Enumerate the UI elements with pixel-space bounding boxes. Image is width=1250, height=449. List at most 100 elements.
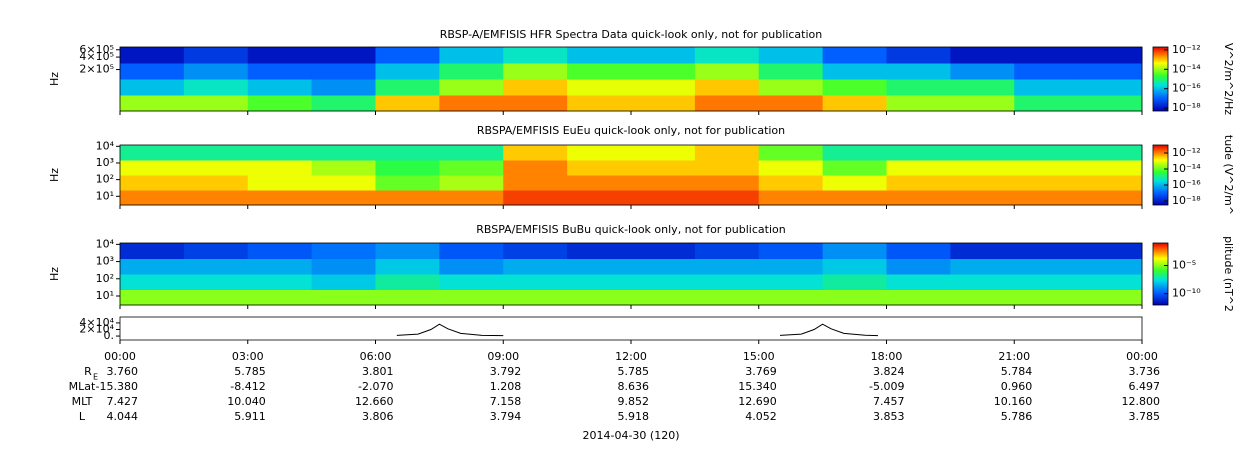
heatmap-cell <box>631 175 696 191</box>
ephemeris-value: 3.794 <box>490 410 522 423</box>
heatmap-cell <box>1078 47 1143 64</box>
heatmap-cell <box>1078 175 1143 191</box>
y-axis-label: Hz <box>48 72 61 86</box>
heatmap-cell <box>567 274 632 290</box>
heatmap-cell <box>1078 95 1143 112</box>
colorbar <box>1152 46 1169 112</box>
heatmap-cell <box>822 63 887 80</box>
ephemeris-value: 1.208 <box>490 380 522 393</box>
colorbar-label: tude (V^2/m^ <box>1222 135 1235 215</box>
heatmap-cell <box>758 274 824 290</box>
ephemeris-row-label: R <box>84 365 92 378</box>
ephemeris-value: 0.960 <box>1001 380 1033 393</box>
y-tick-label: 2×10⁴ <box>79 322 114 335</box>
heatmap-cell <box>183 63 249 80</box>
heatmap-cell <box>439 190 504 206</box>
heatmap-cell <box>631 79 696 96</box>
heatmap-cell <box>1014 145 1079 161</box>
heatmap-cell <box>439 160 504 176</box>
heatmap-cell <box>822 243 887 259</box>
heatmap-cell <box>694 243 760 259</box>
heatmap-cell <box>503 145 568 161</box>
heatmap-cell <box>311 175 376 191</box>
y-tick-label: 10¹ <box>96 289 114 302</box>
heatmap-cell <box>375 79 440 96</box>
y-axis-label: Hz <box>48 168 61 182</box>
heatmap-cell <box>822 258 887 275</box>
heatmap-cell <box>567 47 632 64</box>
heatmap-cell <box>375 274 440 290</box>
heatmap-cell <box>822 289 887 306</box>
heatmap-cell <box>503 190 568 206</box>
colorbar-tick-label: 10⁻¹² <box>1172 146 1201 159</box>
heatmap-cell <box>631 160 696 176</box>
heatmap-cell <box>439 175 504 191</box>
heatmap-cell <box>247 95 313 112</box>
ephemeris-value: 4.052 <box>745 410 777 423</box>
heatmap-cell <box>247 175 313 191</box>
heatmap-cell <box>758 145 824 161</box>
x-tick-label: 21:00 <box>998 350 1030 363</box>
heatmap-cell <box>375 160 440 176</box>
heatmap-cell <box>183 47 249 64</box>
heatmap-cell <box>1078 274 1143 290</box>
heatmap-cell <box>311 63 376 80</box>
heatmap-cell <box>439 47 504 64</box>
heatmap-cell <box>1078 243 1143 259</box>
heatmap-cell <box>567 95 632 112</box>
heatmap-cell <box>439 79 504 96</box>
x-tick-label: 06:00 <box>360 350 392 363</box>
heatmap-cell <box>247 79 313 96</box>
heatmap-cell <box>375 175 440 191</box>
heatmap-cell <box>375 63 440 80</box>
y-tick-label: 4×10⁴ <box>79 316 114 329</box>
heatmap-cell <box>950 289 1015 306</box>
date-label: 2014-04-30 (120) <box>582 429 679 442</box>
heatmap-cell <box>247 160 313 176</box>
ephemeris-value: 3.792 <box>490 365 522 378</box>
heatmap-cell <box>886 79 951 96</box>
heatmap-cell <box>1014 190 1079 206</box>
heatmap-cell <box>120 47 185 64</box>
colorbar-label: plitude (nT^2 <box>1222 236 1235 312</box>
heatmap-cell <box>120 289 185 306</box>
heatmap-cell <box>694 47 760 64</box>
heatmap-cell <box>631 190 696 206</box>
ephemeris-value: 5.911 <box>234 410 266 423</box>
colorbar-tick-label: 10⁻¹⁶ <box>1172 178 1201 191</box>
heatmap-cell <box>439 289 504 306</box>
heatmap-cell <box>758 160 824 176</box>
ephemeris-value: 3.760 <box>107 365 139 378</box>
heatmap-cell <box>247 145 313 161</box>
heatmap-cell <box>1078 145 1143 161</box>
heatmap-cell <box>503 289 568 306</box>
heatmap-cell <box>886 175 951 191</box>
heatmap-cell <box>822 190 887 206</box>
ephemeris-value: 5.918 <box>618 410 650 423</box>
heatmap-cell <box>694 145 760 161</box>
heatmap-cell <box>694 63 760 80</box>
ephemeris-value: 3.785 <box>1129 410 1161 423</box>
heatmap-cell <box>631 95 696 112</box>
y-tick-label: 10³ <box>96 156 114 169</box>
heatmap-cell <box>503 243 568 259</box>
heatmap-cell <box>886 160 951 176</box>
heatmap-cell <box>694 175 760 191</box>
ephemeris-value: 9.852 <box>618 395 650 408</box>
heatmap-cell <box>1014 243 1079 259</box>
heatmap-cell <box>631 258 696 275</box>
heatmap-cell <box>822 79 887 96</box>
ephemeris-value: 3.853 <box>873 410 905 423</box>
heatmap-cell <box>758 243 824 259</box>
ephemeris-value: 6.497 <box>1129 380 1161 393</box>
heatmap-cell <box>631 274 696 290</box>
heatmap-cell <box>950 145 1015 161</box>
ephemeris-value: 8.636 <box>618 380 650 393</box>
heatmap-cell <box>311 145 376 161</box>
x-tick-label: 15:00 <box>743 350 775 363</box>
heatmap-cell <box>822 160 887 176</box>
heatmap-cell <box>886 63 951 80</box>
ephemeris-value: 12.690 <box>738 395 777 408</box>
ephemeris-value: 3.769 <box>745 365 777 378</box>
heatmap-cell <box>120 190 185 206</box>
